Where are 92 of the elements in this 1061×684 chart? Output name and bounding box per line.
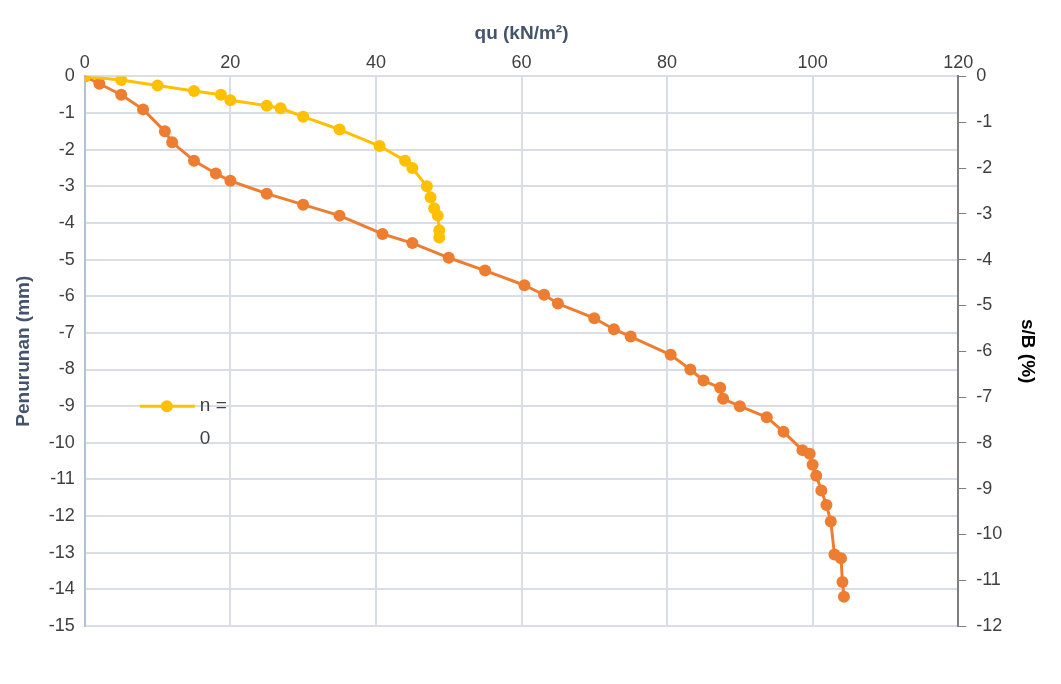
y2-tick-label: -1 xyxy=(976,111,993,132)
legend-label: n = 0 xyxy=(199,394,227,449)
y-tick-label: -14 xyxy=(48,578,75,599)
point xyxy=(835,552,848,565)
point xyxy=(420,180,433,193)
y2-tick-label: -2 xyxy=(976,156,993,177)
y-tick-label: -4 xyxy=(58,211,75,232)
x-tick-label: 120 xyxy=(943,51,974,72)
y-tick-label: -8 xyxy=(58,358,75,379)
point xyxy=(607,323,620,336)
y2-tick-label: -5 xyxy=(976,294,993,315)
x-tick-label: 80 xyxy=(657,51,678,72)
point xyxy=(431,209,444,222)
point xyxy=(806,458,819,471)
point xyxy=(777,425,790,438)
point xyxy=(187,85,200,98)
point xyxy=(333,209,346,222)
x-axis-title: qu (kN/m²) xyxy=(474,21,569,43)
y-tick-label: -6 xyxy=(58,285,75,306)
y2-tick-label: -3 xyxy=(976,202,993,223)
point xyxy=(333,123,346,136)
point xyxy=(260,187,273,200)
y-tick-label: -15 xyxy=(48,614,75,635)
y-tick-label: -9 xyxy=(58,395,75,416)
y2-tick-label: -12 xyxy=(976,614,1003,635)
point xyxy=(151,79,164,92)
y2-tick-label: -8 xyxy=(976,431,993,452)
point xyxy=(518,279,531,292)
point xyxy=(714,381,727,394)
point xyxy=(837,590,850,603)
point xyxy=(760,411,773,424)
point xyxy=(115,76,128,87)
point xyxy=(815,484,828,497)
y2-tick-label: -9 xyxy=(976,477,993,498)
y-tick-label: -1 xyxy=(58,102,75,123)
y-tick-label: -2 xyxy=(58,138,75,159)
point xyxy=(260,99,273,112)
point xyxy=(115,88,128,101)
y-tick-label: -12 xyxy=(48,505,75,526)
y-tick-label: -10 xyxy=(48,431,75,452)
y2-tick-label: -11 xyxy=(976,569,1001,590)
x-tick-label: 20 xyxy=(220,51,241,72)
point xyxy=(373,140,386,153)
x-tick-label: 100 xyxy=(797,51,828,72)
point xyxy=(803,447,816,460)
point xyxy=(376,227,389,240)
y2-axis-title: s/B (%) xyxy=(1018,319,1040,384)
point xyxy=(442,251,455,264)
point xyxy=(214,88,227,101)
point xyxy=(697,374,710,387)
y2-tick-label: 0 xyxy=(976,65,987,86)
point xyxy=(664,348,677,361)
point xyxy=(166,136,179,149)
point xyxy=(224,174,237,187)
point xyxy=(588,312,601,325)
point xyxy=(820,499,833,512)
y-tick-label: -11 xyxy=(50,468,75,489)
point xyxy=(810,469,823,482)
point xyxy=(424,191,437,204)
y-tick-label: -5 xyxy=(58,248,75,269)
point xyxy=(158,125,171,138)
point xyxy=(479,264,492,277)
point xyxy=(137,103,150,116)
point xyxy=(717,392,730,405)
y2-tick-label: -10 xyxy=(976,523,1003,544)
y2-tick-label: -7 xyxy=(976,385,993,406)
y-tick-label: -3 xyxy=(58,175,75,196)
point xyxy=(836,576,849,589)
point xyxy=(209,167,222,180)
y-tick-label: -13 xyxy=(48,541,75,562)
point xyxy=(399,154,412,167)
point xyxy=(684,363,697,376)
x-tick-label: 60 xyxy=(511,51,532,72)
x-tick-label: 40 xyxy=(365,51,386,72)
point xyxy=(624,330,637,343)
point xyxy=(297,198,310,211)
y-tick-label: 0 xyxy=(64,65,75,86)
point xyxy=(187,154,200,167)
x-tick-label: 0 xyxy=(79,51,90,72)
point xyxy=(406,162,419,174)
point xyxy=(297,110,310,123)
y-tick-label: -7 xyxy=(58,321,75,342)
y-axis-title: Penurunan (mm) xyxy=(11,275,33,427)
point xyxy=(406,237,419,250)
point xyxy=(824,515,837,528)
point xyxy=(538,288,551,301)
point xyxy=(733,400,746,413)
y2-tick-label: -6 xyxy=(976,340,993,361)
point xyxy=(551,297,564,310)
point xyxy=(224,94,237,107)
y2-tick-label: -4 xyxy=(976,248,993,269)
point xyxy=(274,102,287,115)
